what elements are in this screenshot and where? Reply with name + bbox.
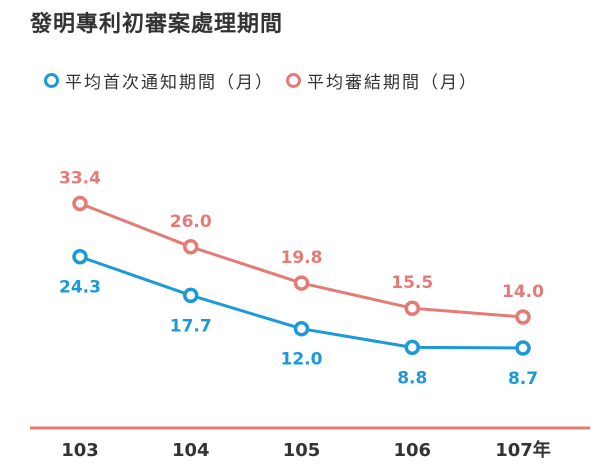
data-point-1-103	[72, 195, 88, 212]
data-label-1-107: 14.0	[502, 282, 544, 302]
data-point-1-105	[293, 275, 310, 291]
data-point-1-107	[515, 309, 531, 325]
data-point-0-104	[183, 287, 199, 304]
data-point-0-105	[293, 320, 310, 337]
data-label-1-104: 26.0	[170, 212, 212, 232]
data-label-1-103: 33.4	[59, 169, 101, 189]
data-label-0-103: 24.3	[59, 278, 101, 298]
legend-label-first-notice: 平均首次通知期間（月）	[65, 73, 274, 93]
data-label-0-105: 12.0	[281, 350, 323, 370]
data-point-0-106	[404, 339, 420, 356]
legend-marker-first-notice	[44, 73, 59, 88]
legend-marker-final-decision	[286, 73, 301, 88]
legend-item-final-decision: 平均審結期間（月）	[286, 68, 478, 93]
data-label-0-107: 8.7	[508, 369, 538, 389]
data-label-1-106: 15.5	[391, 273, 433, 293]
data-point-0-107	[515, 340, 531, 356]
data-point-1-106	[404, 300, 420, 316]
x-tick-label-105: 105	[283, 440, 321, 461]
x-tick-label-104: 104	[172, 440, 210, 461]
legend: 平均首次通知期間（月） 平均審結期間（月）	[44, 68, 490, 93]
x-tick-label-103: 103	[61, 440, 99, 461]
data-label-0-104: 17.7	[170, 316, 212, 336]
data-point-0-103	[72, 248, 88, 265]
x-tick-label-107: 107年	[495, 439, 551, 461]
data-label-0-106: 8.8	[397, 368, 427, 388]
chart-title: 發明專利初審案處理期間	[30, 12, 284, 37]
x-tick-label-106: 106	[393, 440, 431, 461]
legend-label-final-decision: 平均審結期間（月）	[307, 73, 478, 93]
legend-item-first-notice: 平均首次通知期間（月）	[44, 68, 274, 93]
data-point-1-104	[183, 239, 199, 255]
data-label-1-105: 19.8	[281, 248, 323, 268]
